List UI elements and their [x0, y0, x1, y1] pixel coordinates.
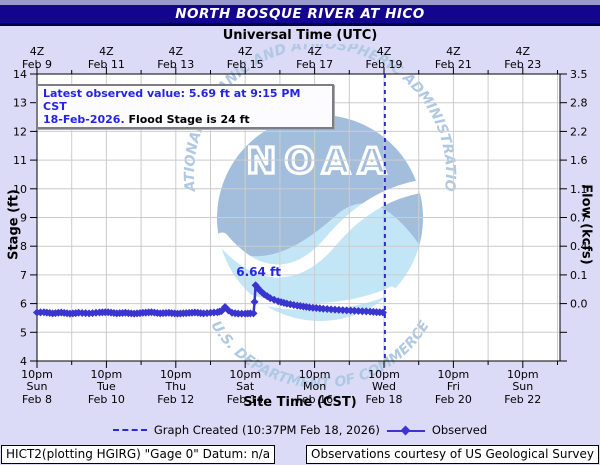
svg-text:Feb 15: Feb 15 [227, 58, 264, 71]
svg-text:1.6: 1.6 [570, 154, 588, 167]
svg-text:Sat: Sat [236, 380, 255, 393]
svg-text:Feb 20: Feb 20 [435, 393, 472, 406]
svg-text:Feb 13: Feb 13 [157, 58, 194, 71]
svg-text:10pm: 10pm [21, 368, 53, 381]
svg-text:3.5: 3.5 [570, 68, 588, 81]
svg-text:Feb 8: Feb 8 [22, 393, 52, 406]
svg-text:11: 11 [13, 154, 27, 167]
svg-text:10pm: 10pm [507, 368, 539, 381]
svg-text:7: 7 [20, 269, 27, 282]
svg-text:0.4: 0.4 [570, 240, 588, 253]
svg-text:Tue: Tue [96, 380, 116, 393]
svg-text:0.0: 0.0 [570, 298, 588, 311]
svg-text:13: 13 [13, 97, 27, 110]
svg-text:Feb 18: Feb 18 [366, 393, 403, 406]
svg-text:Fri: Fri [447, 380, 460, 393]
peak-value-label: 6.64 ft [236, 265, 281, 279]
svg-text:8: 8 [20, 240, 27, 253]
chart-legend: Graph Created (10:37PM Feb 18, 2026) Obs… [0, 423, 600, 437]
annotation-date-text: 18-Feb-2026. [43, 113, 125, 126]
svg-text:Feb 22: Feb 22 [504, 393, 541, 406]
latest-observed-annotation: Latest observed value: 5.69 ft at 9:15 P… [36, 84, 334, 129]
svg-text:Wed: Wed [372, 380, 396, 393]
svg-text:0.7: 0.7 [570, 212, 588, 225]
svg-text:4Z: 4Z [30, 45, 45, 58]
svg-text:Feb 23: Feb 23 [504, 58, 541, 71]
svg-text:4: 4 [20, 355, 27, 368]
svg-text:4Z: 4Z [307, 45, 322, 58]
svg-text:4Z: 4Z [377, 45, 392, 58]
observations-credit-box: Observations courtesy of US Geological S… [306, 445, 599, 464]
svg-text:4Z: 4Z [516, 45, 531, 58]
svg-text:4Z: 4Z [238, 45, 253, 58]
svg-text:Feb 17: Feb 17 [296, 58, 333, 71]
svg-text:6: 6 [20, 298, 27, 311]
svg-text:9: 9 [20, 212, 27, 225]
svg-text:Feb 11: Feb 11 [88, 58, 125, 71]
svg-text:NOAA: NOAA [246, 141, 394, 182]
page-title: NORTH BOSQUE RIVER AT HICO [175, 6, 425, 22]
svg-text:10pm: 10pm [229, 368, 261, 381]
top-axis-title: Universal Time (UTC) [222, 28, 378, 43]
svg-text:0.1: 0.1 [570, 269, 588, 282]
svg-text:12: 12 [13, 125, 27, 138]
gage-info-box: HICT2(plotting HGIRG) "Gage 0" Datum: n/… [1, 445, 276, 464]
svg-text:Feb 14: Feb 14 [227, 393, 264, 406]
svg-text:Mon: Mon [303, 380, 326, 393]
svg-text:Feb 9: Feb 9 [22, 58, 52, 71]
annotation-flood-stage-text: Flood Stage is 24 ft [124, 113, 250, 126]
annotation-value-text: Latest observed value: 5.69 ft at 9:15 P… [43, 87, 301, 113]
svg-text:10pm: 10pm [438, 368, 470, 381]
svg-text:Feb 19: Feb 19 [366, 58, 403, 71]
svg-text:Thu: Thu [164, 380, 186, 393]
bottom-axis-title: Site Time (CST) [243, 395, 357, 410]
right-axis-title: Flow (kcfs) [578, 184, 594, 265]
graph-created-line-sample [112, 429, 147, 431]
svg-text:Feb 21: Feb 21 [435, 58, 472, 71]
graph-created-label: Graph Created (10:37PM Feb 18, 2026) [153, 423, 380, 437]
svg-text:14: 14 [13, 68, 27, 81]
top-strip [0, 0, 600, 5]
svg-text:Feb 16: Feb 16 [296, 393, 333, 406]
observed-line-sample [386, 425, 425, 435]
svg-text:1.1: 1.1 [570, 183, 588, 196]
svg-text:10pm: 10pm [368, 368, 400, 381]
left-axis-title: Stage (ft) [6, 189, 22, 260]
svg-text:10: 10 [13, 183, 27, 196]
diamond-marker-icon [400, 425, 411, 435]
svg-text:Sun: Sun [27, 380, 48, 393]
svg-text:Feb 12: Feb 12 [157, 393, 194, 406]
svg-text:10pm: 10pm [91, 368, 123, 381]
svg-text:2.2: 2.2 [570, 125, 588, 138]
svg-text:Sun: Sun [512, 380, 533, 393]
svg-text:10pm: 10pm [299, 368, 331, 381]
observed-label: Observed [431, 423, 488, 437]
svg-text:4Z: 4Z [169, 45, 184, 58]
svg-text:10pm: 10pm [160, 368, 192, 381]
svg-text:4Z: 4Z [99, 45, 114, 58]
svg-text:4Z: 4Z [446, 45, 461, 58]
title-bar: NORTH BOSQUE RIVER AT HICO [0, 5, 600, 26]
svg-text:Feb 10: Feb 10 [88, 393, 125, 406]
svg-text:2.8: 2.8 [570, 97, 588, 110]
svg-text:5: 5 [20, 326, 27, 339]
